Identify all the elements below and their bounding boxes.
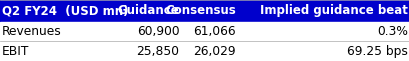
Text: Consensus: Consensus	[164, 4, 235, 17]
Text: 26,029: 26,029	[193, 45, 235, 58]
Text: 0.3%: 0.3%	[377, 25, 407, 38]
Text: 69.25 bps: 69.25 bps	[347, 45, 407, 58]
Text: 60,900: 60,900	[137, 25, 179, 38]
Bar	[0, 41, 409, 61]
Text: Guidance: Guidance	[117, 4, 179, 17]
Text: Q2 FY24  (USD mn): Q2 FY24 (USD mn)	[2, 4, 128, 17]
Text: EBIT: EBIT	[2, 45, 29, 58]
Text: 25,850: 25,850	[136, 45, 179, 58]
Text: 61,066: 61,066	[193, 25, 235, 38]
Bar	[0, 0, 409, 22]
Bar	[0, 22, 409, 41]
Text: Revenues: Revenues	[2, 25, 61, 38]
Text: Implied guidance beat: Implied guidance beat	[260, 4, 407, 17]
